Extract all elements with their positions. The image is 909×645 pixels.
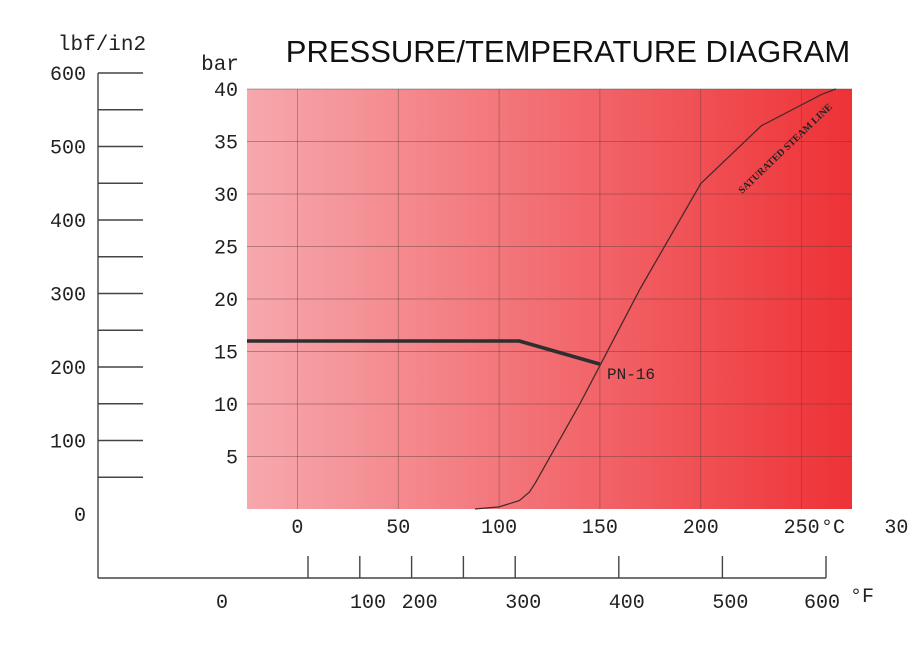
- x-tick-label: 100: [481, 517, 517, 540]
- secondary-x-tick-label: 0: [216, 592, 228, 615]
- x-tick-label: 50: [386, 517, 410, 540]
- y-tick-label: 25: [214, 238, 238, 261]
- secondary-y-tick-label: 200: [50, 358, 86, 381]
- y-tick-label: 30: [214, 185, 238, 208]
- secondary-x-axis: 0 100 200 300 400 500 600: [98, 556, 840, 615]
- secondary-y-axis-label: lbf/in2: [58, 34, 146, 57]
- secondary-y-tick-label: 600: [50, 64, 86, 87]
- secondary-y-axis: 0 100 200 300 400 500 600: [50, 64, 143, 578]
- secondary-y-tick-label: 400: [50, 211, 86, 234]
- secondary-x-tick-label: 100: [350, 592, 386, 615]
- y-axis-label-bar: bar: [201, 54, 239, 77]
- secondary-x-tick-label: 300: [505, 592, 541, 615]
- saturated-steam-line: [474, 88, 837, 510]
- x-tick-label: 250: [784, 517, 820, 540]
- secondary-y-tick-label: 300: [50, 285, 86, 308]
- secondary-y-tick-label: 500: [50, 138, 86, 161]
- x-tick-label: 200: [683, 517, 719, 540]
- secondary-y-tick-label: 0: [74, 505, 86, 528]
- pn16-line: [247, 339, 601, 366]
- secondary-x-axis-unit: °F: [850, 586, 874, 609]
- y-tick-label: 15: [214, 343, 238, 366]
- y-tick-label: 40: [214, 80, 238, 103]
- y-tick-labels: 5 10 15 20 25 30 35 40: [214, 80, 238, 471]
- x-tick-label: 0: [291, 517, 303, 540]
- y-tick-label: 20: [214, 290, 238, 313]
- chart-title: PRESSURE/TEMPERATURE DIAGRAM: [286, 34, 850, 69]
- secondary-y-tick-label: 100: [50, 432, 86, 455]
- x-tick-labels: 0 50 100 150 200 250 300: [291, 517, 909, 540]
- pn16-label: PN-16: [607, 366, 655, 384]
- y-tick-label: 35: [214, 133, 238, 156]
- y-tick-label: 5: [226, 448, 238, 471]
- secondary-x-tick-label: 500: [712, 592, 748, 615]
- secondary-x-tick-label: 200: [402, 592, 438, 615]
- x-tick-label: 300: [884, 517, 909, 540]
- x-tick-label: 150: [582, 517, 618, 540]
- y-tick-label: 10: [214, 395, 238, 418]
- secondary-x-tick-label: 600: [804, 592, 840, 615]
- secondary-x-tick-label: 400: [609, 592, 645, 615]
- x-axis-unit-celsius: °C: [821, 517, 845, 540]
